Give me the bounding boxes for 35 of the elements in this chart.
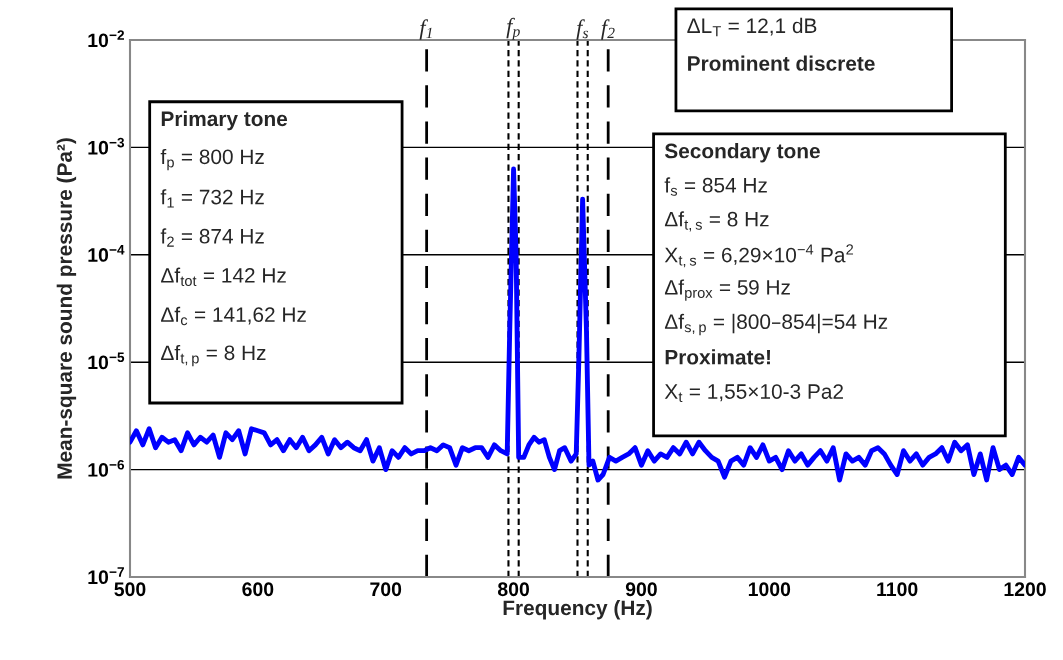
annotation: Δf$_{t,s}$ = 8 Hz xyxy=(664,211,769,232)
y-tick-label: 10$^{−6}$ xyxy=(88,459,125,477)
annotation: Proximate! xyxy=(665,349,771,365)
annotation: Prominent discrete xyxy=(688,55,875,71)
annotation: X$_{t,s}$ = 6,29×10$^{−4}$ Pa$^{2}$ xyxy=(664,244,854,268)
x-tick-label: 900 xyxy=(625,582,657,597)
annotation: Secondary tone xyxy=(664,143,820,163)
text: f$_{p}$ xyxy=(506,17,520,40)
ref-line-label: f$_{1}$ xyxy=(419,19,432,40)
y-tick-label: 10$^{−4}$ xyxy=(88,245,125,262)
annotation: Δf$_{tot}$ = 142 Hz xyxy=(161,267,286,287)
annotation: f$_{p}$ = 800 Hz xyxy=(160,148,264,171)
y-tick-label: 10$^{−2}$ xyxy=(88,30,124,48)
x-tick-label: 1200 xyxy=(1004,582,1046,597)
ref-line-label: f$_{2}$ xyxy=(601,19,615,40)
y-tick-label: 10$^{−3}$ xyxy=(88,137,125,155)
annotation: Δf$_{prox}$ = 59 Hz xyxy=(664,279,790,301)
x-tick-label: 800 xyxy=(497,582,529,597)
annotation: Primary tone xyxy=(161,110,288,131)
x-tick-label: 1100 xyxy=(877,582,918,597)
y-axis-title: Mean-square sound pressure (Pa²) xyxy=(56,138,77,479)
annotation: f$_{s}$ = 854 Hz xyxy=(664,177,767,196)
annotation: X$_{t}$ = 1,55×10-3 Pa2 xyxy=(664,384,843,403)
annotation: f$_{1}$ = 732 Hz xyxy=(160,189,264,208)
x-axis-title: Frequency (Hz) xyxy=(503,599,652,620)
annotation: Δf$_{c}$ = 141,62 Hz xyxy=(161,306,306,326)
text: ΔL$_{T}$ = 12,1 dB xyxy=(687,17,817,37)
annotation: Δf$_{s,p}$ = |800–854|=54 Hz xyxy=(664,313,888,336)
y-tick-label: 10$^{−5}$ xyxy=(88,352,125,370)
annotation: Δf$_{t,p}$ = 8 Hz xyxy=(161,344,266,367)
x-tick-label: 700 xyxy=(370,582,402,597)
text: f$_{s}$ xyxy=(576,19,589,40)
x-tick-label: 600 xyxy=(242,582,274,597)
annotation: f$_{2}$ = 874 Hz xyxy=(160,228,264,247)
x-tick-label: 1000 xyxy=(748,582,791,597)
